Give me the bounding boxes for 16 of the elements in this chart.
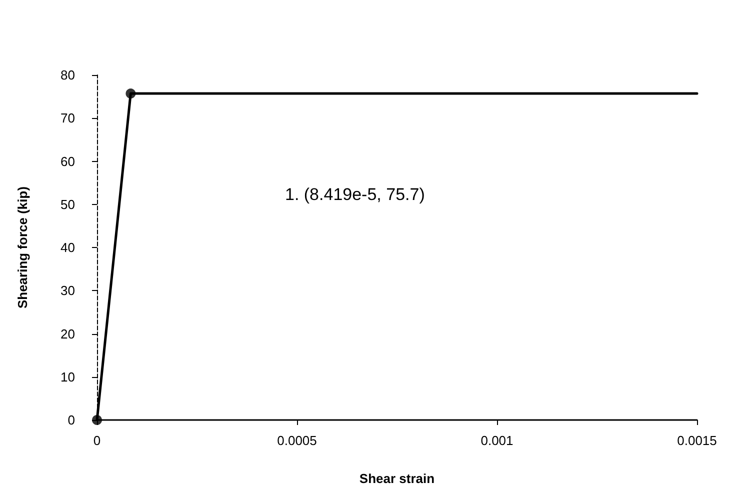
y-tick-label: 30	[60, 283, 75, 298]
y-tick-label: 80	[60, 68, 75, 82]
x-axis-title: Shear strain	[359, 471, 435, 486]
y-tick-label: 70	[60, 110, 75, 126]
y-tick-label: 0	[68, 412, 75, 428]
y-axis-title: Shearing force (kip)	[15, 186, 30, 309]
annotation: 1. (8.419e-5, 75.7)	[285, 185, 425, 204]
y-tick-label: 40	[60, 240, 75, 255]
x-tick-label: 0	[93, 433, 101, 448]
x-tick-label: 0.001	[480, 433, 514, 448]
x-tick-label: 0.0015	[677, 433, 717, 448]
y-tick-label: 50	[60, 196, 75, 212]
y-tick-label: 10	[60, 369, 75, 384]
x-tick-label: 0.0005	[277, 433, 317, 448]
y-tick-label: 20	[60, 326, 75, 342]
y-tick-label: 60	[60, 154, 75, 169]
